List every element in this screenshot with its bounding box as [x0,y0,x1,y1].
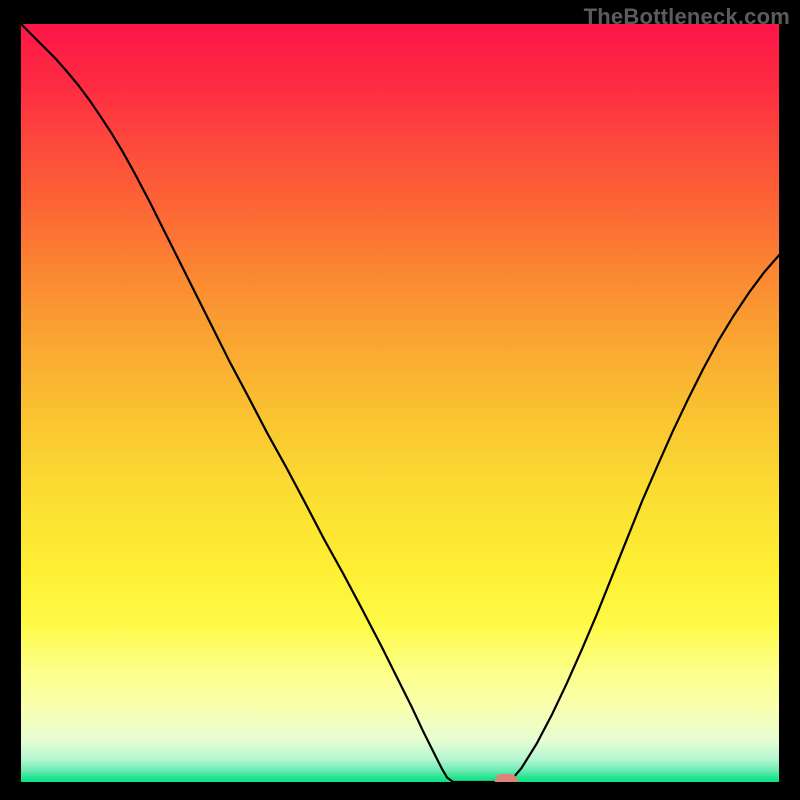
plot-svg [21,24,779,782]
selection-marker [495,775,517,783]
plot-area [21,24,779,782]
gradient-background [21,24,779,782]
chart-frame: TheBottleneck.com [0,0,800,800]
watermark-text: TheBottleneck.com [584,4,790,30]
